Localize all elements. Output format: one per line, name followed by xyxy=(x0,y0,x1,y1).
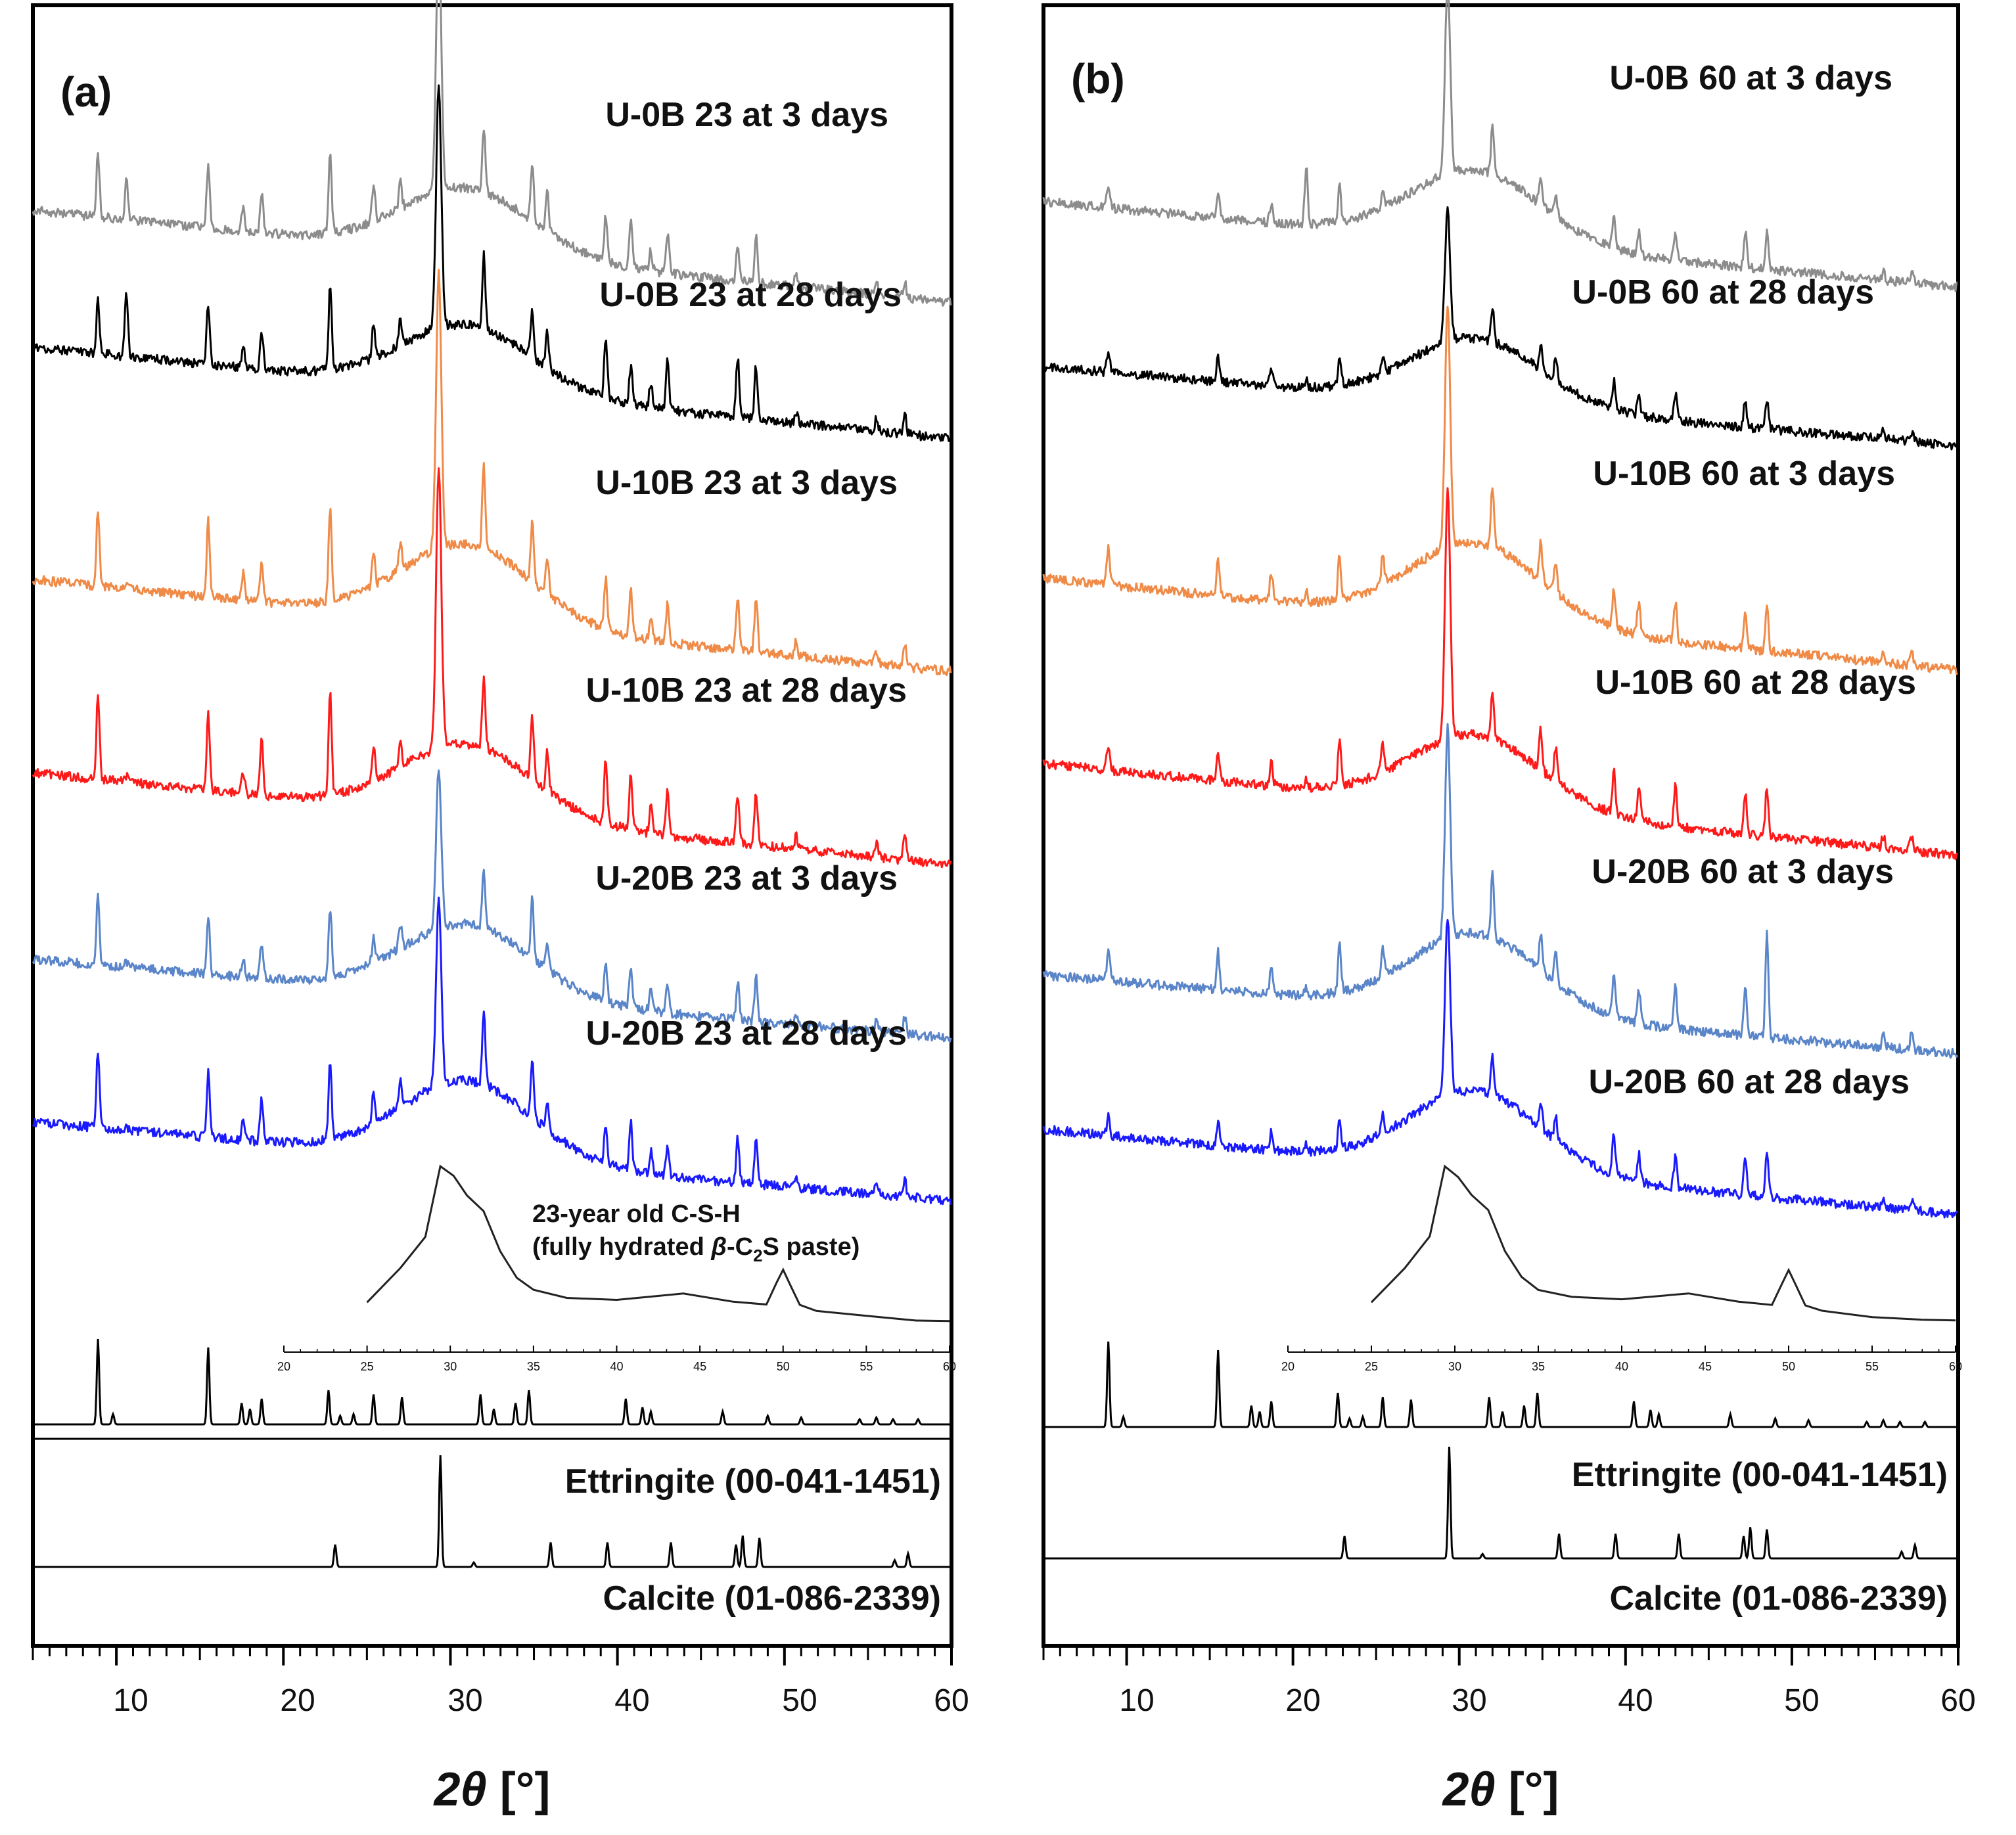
series-b-0-trace xyxy=(1042,0,1958,292)
inset-b-tick-label-30: 30 xyxy=(1448,1360,1461,1373)
inset-b: 20 25 30 35 40 45 50 55 60 xyxy=(1281,1164,1962,1373)
panel-a-frame xyxy=(31,3,953,1648)
series-b-3-label: U-10B 60 at 28 days xyxy=(1595,664,1917,702)
reference-a-calcite-pattern xyxy=(33,1455,951,1569)
series-b-4-label: U-20B 60 at 3 days xyxy=(1592,853,1894,891)
x-tick-a-20: 20 xyxy=(280,1683,315,1718)
series-a-2-label: U-10B 23 at 3 days xyxy=(595,464,898,502)
x-tick-b-60: 60 xyxy=(1940,1683,1975,1718)
x-axis-a-title-var: 2θ xyxy=(433,1763,487,1816)
x-axis-b-title-unit: [°] xyxy=(1496,1763,1559,1816)
inset-a: 20 25 30 35 40 45 50 55 60 23-year old C-S-H (fu… xyxy=(277,1164,956,1373)
series-b-4-trace xyxy=(1042,723,1959,1059)
inset-a-tick-label-60: 60 xyxy=(943,1360,956,1373)
inset-a-ticks: 20 25 30 35 40 45 50 55 60 xyxy=(277,1346,956,1373)
inset-b-trace xyxy=(1370,1164,1956,1322)
series-b-2-label: U-10B 60 at 3 days xyxy=(1593,455,1895,493)
inset-b-tick-label-55: 55 xyxy=(1866,1360,1879,1373)
reference-b-ettringite-label: Ettringite (00-041-1451) xyxy=(1572,1456,1948,1494)
x-axis-b-title: 2θ [°] xyxy=(1442,1763,1559,1816)
inset-a-tick-label-25: 25 xyxy=(361,1360,374,1373)
inset-b-ticks: 20 25 30 35 40 45 50 55 60 xyxy=(1281,1346,1962,1373)
inset-a-tick-label-30: 30 xyxy=(444,1360,457,1373)
reference-a-ettringite-pattern xyxy=(33,1338,951,1426)
inset-a-tick-label-40: 40 xyxy=(610,1360,623,1373)
inset-a-title-sub: 2 xyxy=(753,1246,762,1265)
series-b-2-trace xyxy=(1042,306,1958,675)
x-axis-a-ticks xyxy=(32,1646,953,1665)
panel-b-frame xyxy=(1042,3,1960,1648)
series-a-5-label: U-20B 23 at 28 days xyxy=(586,1014,907,1053)
x-tick-b-30: 30 xyxy=(1452,1683,1486,1718)
series-b-5-label: U-20B 60 at 28 days xyxy=(1589,1063,1910,1101)
series-a-5-trace xyxy=(32,896,952,1206)
series-b-0-label: U-0B 60 at 3 days xyxy=(1609,59,1892,97)
x-tick-a-40: 40 xyxy=(614,1683,649,1718)
reference-b-calcite-label: Calcite (01-086-2339) xyxy=(1609,1579,1948,1618)
series-b-3-trace xyxy=(1042,487,1959,861)
panel-a: (a) U-0B 23 at 3 days U-0B 23 at 28 days… xyxy=(31,0,969,1816)
series-a-1-trace xyxy=(32,84,952,442)
series-b-5-trace xyxy=(1042,918,1959,1219)
reference-b-ettringite-pattern xyxy=(1043,1341,1958,1428)
inset-b-tick-label-25: 25 xyxy=(1365,1360,1378,1373)
inset-a-tick-label-55: 55 xyxy=(859,1360,873,1373)
inset-a-title-part2: -C xyxy=(727,1233,753,1261)
inset-a-tick-label-45: 45 xyxy=(693,1360,706,1373)
inset-a-title-beta: β xyxy=(710,1233,727,1261)
x-tick-b-40: 40 xyxy=(1618,1683,1653,1718)
reference-a-ettringite-label: Ettringite (00-041-1451) xyxy=(565,1462,941,1501)
x-axis-b-title-var: 2θ xyxy=(1442,1763,1496,1816)
series-a-3-label: U-10B 23 at 28 days xyxy=(586,671,907,710)
panel-b: (b) U-0B 60 at 3 days U-0B 60 at 28 days… xyxy=(1042,0,1976,1816)
inset-b-tick-label-20: 20 xyxy=(1281,1360,1294,1373)
series-a-4-label: U-20B 23 at 3 days xyxy=(595,859,898,897)
inset-b-tick-label-60: 60 xyxy=(1949,1360,1962,1373)
inset-a-tick-label-20: 20 xyxy=(277,1360,290,1373)
inset-a-title-line2: (fully hydrated β-C2S paste) xyxy=(532,1233,859,1265)
x-axis-a-tick-labels: 10 20 30 40 50 60 xyxy=(113,1683,969,1718)
x-tick-a-50: 50 xyxy=(782,1683,817,1718)
inset-b-tick-label-45: 45 xyxy=(1699,1360,1712,1373)
x-axis-a-title-unit: [°] xyxy=(487,1763,551,1816)
inset-a-title-line1: 23-year old C-S-H xyxy=(532,1200,741,1228)
x-tick-a-10: 10 xyxy=(113,1683,148,1718)
series-a-4-trace xyxy=(32,769,952,1043)
inset-b-tick-label-40: 40 xyxy=(1615,1360,1628,1373)
inset-a-title-part1: (fully hydrated xyxy=(532,1233,711,1261)
series-a-2-trace xyxy=(32,269,952,676)
inset-a-tick-label-50: 50 xyxy=(777,1360,790,1373)
x-axis-b-tick-labels: 10 20 30 40 50 60 xyxy=(1119,1683,1975,1718)
x-axis-a-title: 2θ [°] xyxy=(433,1763,551,1816)
series-a-0-label: U-0B 23 at 3 days xyxy=(605,96,888,134)
series-b-1-trace xyxy=(1042,206,1958,451)
panel-a-label: (a) xyxy=(60,68,112,116)
x-axis-b-ticks xyxy=(1042,1646,1959,1665)
inset-a-trace xyxy=(366,1164,950,1323)
x-tick-b-10: 10 xyxy=(1119,1683,1154,1718)
series-a-1-label: U-0B 23 at 28 days xyxy=(599,276,902,314)
inset-a-title-part3: S paste) xyxy=(763,1233,860,1261)
x-tick-b-50: 50 xyxy=(1784,1683,1819,1718)
inset-b-tick-label-50: 50 xyxy=(1782,1360,1795,1373)
x-tick-a-30: 30 xyxy=(447,1683,482,1718)
reference-a-calcite-label: Calcite (01-086-2339) xyxy=(603,1579,941,1618)
series-b-1-label: U-0B 60 at 28 days xyxy=(1572,273,1874,311)
series-a-3-trace xyxy=(32,467,952,869)
series-a-0-trace xyxy=(32,0,952,307)
inset-a-tick-label-35: 35 xyxy=(527,1360,540,1373)
inset-b-tick-label-35: 35 xyxy=(1532,1360,1545,1373)
x-tick-b-20: 20 xyxy=(1285,1683,1320,1718)
panel-b-label: (b) xyxy=(1071,55,1125,102)
x-tick-a-60: 60 xyxy=(934,1683,969,1718)
reference-b-calcite-pattern xyxy=(1043,1446,1958,1560)
